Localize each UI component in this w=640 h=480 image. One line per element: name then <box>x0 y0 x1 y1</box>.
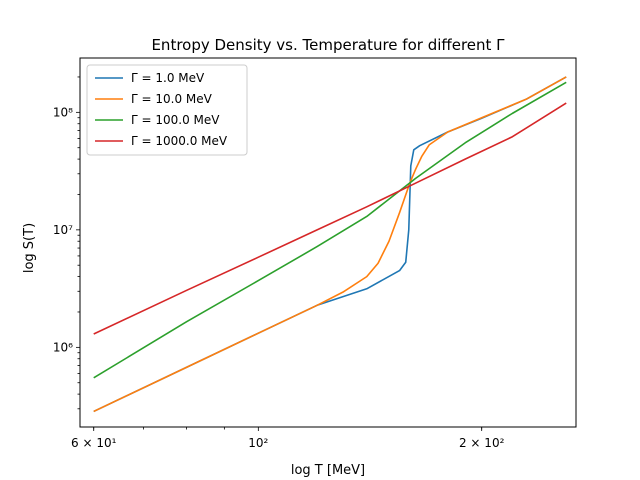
y-tick-label: 10⁶ <box>53 340 73 354</box>
y-axis-label: log S(T) <box>22 223 37 273</box>
chart-title: Entropy Density vs. Temperature for diff… <box>151 36 505 54</box>
x-tick-label: 2 × 10² <box>459 436 505 450</box>
x-tick-label: 10² <box>248 436 268 450</box>
legend-box <box>86 64 248 156</box>
legend: Γ = 1.0 MeV Γ = 10.0 MeV Γ = 100.0 MeV Γ = … <box>86 64 248 156</box>
series-line-4 <box>93 102 567 335</box>
y-tick-label: 10⁷ <box>53 223 73 237</box>
legend-label: Γ = 10.0 MeV <box>131 92 213 106</box>
x-tick-label: 6 × 10¹ <box>71 436 117 450</box>
plot-frame <box>79 57 577 428</box>
legend-label: Γ = 1000.0 MeV <box>131 134 228 148</box>
series-layer <box>93 76 567 413</box>
x-axis-label: log T [MeV] <box>291 463 365 478</box>
y-tick-label: 10⁸ <box>53 105 73 119</box>
series-line-3 <box>93 81 567 379</box>
axes-layer: 6 × 10¹ 10² 2 × 10² 10⁶ 10⁷ 10⁸ <box>53 76 505 450</box>
series-line-2 <box>93 76 567 413</box>
legend-label: Γ = 100.0 MeV <box>131 113 220 127</box>
legend-label: Γ = 1.0 MeV <box>131 71 205 85</box>
